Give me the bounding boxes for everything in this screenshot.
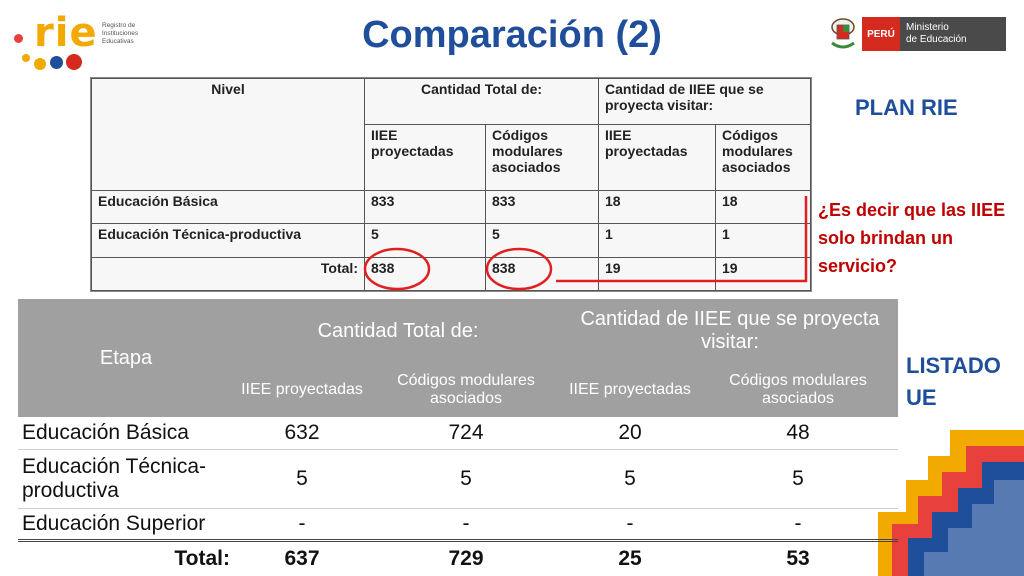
listado-ue-label: LISTADO UE xyxy=(906,353,1001,410)
logo-dot-yellow-icon xyxy=(34,58,46,70)
table-row: Educación Superior - - - - xyxy=(22,512,802,535)
highlight-circle-icon xyxy=(363,247,431,291)
subheader-codigos-modulares: Códigos modulares asociados xyxy=(370,363,562,417)
scanned-plan-table: Nivel Cantidad Total de: Cantidad de IIE… xyxy=(90,77,812,292)
highlight-circle-icon xyxy=(485,247,553,291)
subheader-codigos-modulares: Códigos modulares asociados xyxy=(698,363,898,417)
logo-subtitle: Registro de Instituciones Educativas xyxy=(102,22,139,45)
page-title: Comparación (2) xyxy=(362,14,662,56)
header-etapa: Etapa xyxy=(18,299,234,417)
logo-dot-yellow-icon xyxy=(22,54,30,62)
listado-ue-table: Etapa Cantidad Total de: Cantidad de IIE… xyxy=(18,299,898,576)
peru-badge: PERÚ xyxy=(862,17,900,51)
table-row: Educación Básica 632 724 20 48 xyxy=(18,417,898,450)
scan-row-total: Total: 838 838 19 19 xyxy=(91,256,811,292)
plan-rie-label: PLAN RIE xyxy=(855,95,958,120)
rie-logo: rie Registro de Instituciones Educativas xyxy=(12,8,162,78)
decorative-steps-icon xyxy=(878,430,1024,576)
scan-row: Educación Técnica-productiva 5 5 1 1 xyxy=(91,223,811,258)
scan-subheader: Códigos modulares asociados xyxy=(715,123,811,192)
ministry-logo: PERÚ Ministerio de Educación xyxy=(828,14,1008,52)
scan-subheader: IIEE proyectadas xyxy=(598,123,716,192)
scan-header-group2: Cantidad de IIEE que se proyecta visitar… xyxy=(598,78,811,125)
table-row: Educación Técnica-productiva 5 5 5 5 xyxy=(18,449,898,509)
subheader-iiee-proyectadas: IIEE proyectadas xyxy=(234,363,370,417)
logo-dot-blue-icon xyxy=(50,56,63,69)
scan-row: Educación Básica 833 833 18 18 xyxy=(91,190,811,225)
pointer-line-icon xyxy=(556,196,808,283)
table-row-total: Total: 637 729 25 53 xyxy=(18,539,898,576)
coat-of-arms-icon xyxy=(831,18,855,49)
header-group1: Cantidad Total de: xyxy=(234,299,562,363)
logo-dot-red-icon xyxy=(66,54,82,70)
scan-subheader: IIEE proyectadas xyxy=(364,123,486,192)
scan-subheader: Códigos modulares asociados xyxy=(485,123,599,192)
logo-word: rie xyxy=(34,10,98,56)
subheader-iiee-proyectadas: IIEE proyectadas xyxy=(562,363,698,417)
header-group2: Cantidad de IIEE que se proyecta visitar… xyxy=(562,299,898,363)
question-text: ¿Es decir que las IIEE solo brindan un s… xyxy=(818,200,1006,276)
logo-dot-red-icon xyxy=(14,34,23,43)
ministry-name: Ministerio de Educación xyxy=(900,17,1006,51)
